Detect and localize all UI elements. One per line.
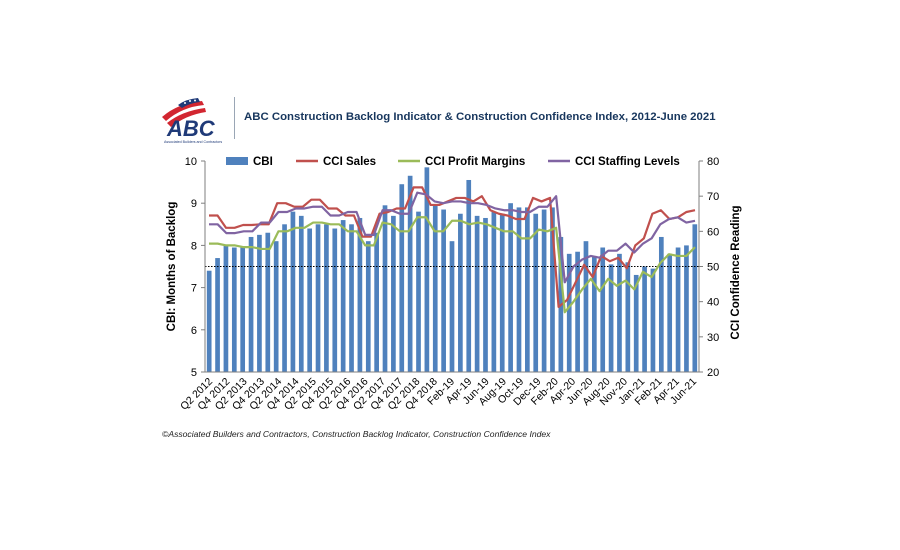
legend-cbi-label: CBI — [253, 156, 273, 168]
right-axis-tick-label: 30 — [707, 332, 719, 344]
right-axis-title: CCI Confidence Reading — [730, 205, 742, 339]
cbi-bar — [625, 262, 631, 372]
cbi-bar — [617, 253, 622, 372]
cbi-bar — [633, 274, 639, 372]
chart-legend: CBI CCI Sales CCI Profit Margins CCI Staffi… — [226, 156, 680, 168]
cbi-bar — [290, 211, 296, 372]
logo-text: ABC — [166, 116, 216, 141]
cbi-bar — [298, 215, 304, 372]
cbi-bar — [265, 232, 271, 372]
cbi-bar — [692, 224, 698, 372]
cbi-bar — [365, 241, 371, 372]
left-axis-tick-label: 6 — [191, 325, 197, 337]
logo-subtext: Associated Builders and Contractors — [164, 140, 222, 144]
cbi-bar — [684, 245, 689, 372]
cbi-bar — [658, 236, 664, 372]
left-axis-tick-label: 8 — [191, 240, 197, 252]
right-axis-tick-label: 20 — [707, 367, 719, 379]
cbi-bar — [449, 241, 455, 372]
legend-cci-profit-margins-label: CCI Profit Margins — [425, 156, 525, 168]
cbi-bar — [206, 270, 212, 372]
cbi-bar — [591, 255, 597, 372]
cbi-bar — [357, 217, 363, 372]
cbi-bar — [324, 224, 329, 372]
logo-stars-icon — [184, 99, 196, 104]
cbi-bar — [441, 209, 446, 372]
cbi-bar — [458, 213, 463, 372]
legend-cci-staffing-levels-label: CCI Staffing Levels — [575, 156, 680, 168]
left-axis-tick-label: 7 — [191, 283, 197, 295]
cbi-bar — [608, 264, 614, 372]
cbi-bar — [374, 232, 379, 372]
cbi-bar — [349, 224, 354, 372]
right-axis-tick-label: 50 — [707, 262, 719, 274]
cci-lines — [205, 186, 699, 314]
cbi-bar — [466, 179, 472, 372]
cbi-bar — [407, 175, 413, 372]
cbi-bar — [332, 228, 338, 372]
cci-staffing-levels-line — [209, 191, 696, 284]
cbi-bar — [382, 205, 388, 372]
cbi-bar — [215, 258, 220, 372]
cbi-bar — [566, 253, 572, 372]
cbi-bar — [391, 215, 396, 372]
cbi-bar — [315, 224, 321, 372]
left-axis-tick-label: 10 — [185, 156, 197, 168]
cci-sales-line — [209, 186, 696, 309]
left-axis-tick-label: 9 — [191, 198, 197, 210]
right-axis-tick-label: 70 — [707, 191, 719, 203]
cbi-bar — [483, 217, 488, 372]
cbi-bar — [257, 234, 262, 372]
cbi-bars — [206, 167, 698, 372]
cbi-bar — [499, 213, 505, 372]
cbi-bar — [223, 245, 229, 372]
cbi-bar — [424, 167, 430, 372]
cbi-bar — [525, 207, 530, 372]
cbi-bar — [307, 228, 313, 372]
cbi-bar — [474, 215, 480, 372]
cbi-bar — [416, 211, 421, 372]
cbi-bar — [583, 241, 589, 372]
cbi-bar — [240, 247, 246, 372]
cbi-bar — [650, 268, 656, 372]
right-axis-tick-label: 60 — [707, 226, 719, 238]
title-divider — [234, 97, 235, 139]
cbi-bar — [516, 207, 522, 372]
cbi-bar — [399, 184, 405, 372]
cbi-bar — [282, 224, 287, 372]
footnote: ©Associated Builders and Contractors, Co… — [162, 429, 551, 439]
cbi-bar — [667, 253, 673, 372]
cbi-bar — [675, 247, 681, 372]
left-axis-tick-label: 5 — [191, 367, 197, 379]
cci-profit-margins-line — [209, 216, 696, 314]
abc-logo: ABC Associated Builders and Contractors — [162, 98, 222, 144]
cbi-bar — [642, 266, 647, 372]
cbi-bar — [508, 203, 513, 372]
cbi-bar — [432, 205, 438, 372]
cbi-bar — [541, 209, 547, 372]
legend-cbi-swatch — [226, 157, 248, 165]
cbi-bar — [533, 213, 539, 372]
chart-title: ABC Construction Backlog Indicator & Con… — [244, 111, 716, 123]
cbi-bar — [550, 207, 555, 372]
cbi-bar — [491, 211, 497, 372]
cbi-bar — [248, 236, 254, 372]
left-axis-title: CBI: Months of Backlog — [166, 202, 178, 332]
right-axis-tick-label: 40 — [707, 297, 719, 309]
cbi-bar — [273, 241, 279, 372]
cbi-bar — [231, 247, 237, 372]
cbi-bar — [600, 247, 606, 372]
cbi-bar — [575, 251, 580, 372]
right-axis-tick-label: 80 — [707, 156, 719, 168]
legend-cci-sales-label: CCI Sales — [323, 156, 376, 168]
cbi-bar — [340, 220, 346, 372]
